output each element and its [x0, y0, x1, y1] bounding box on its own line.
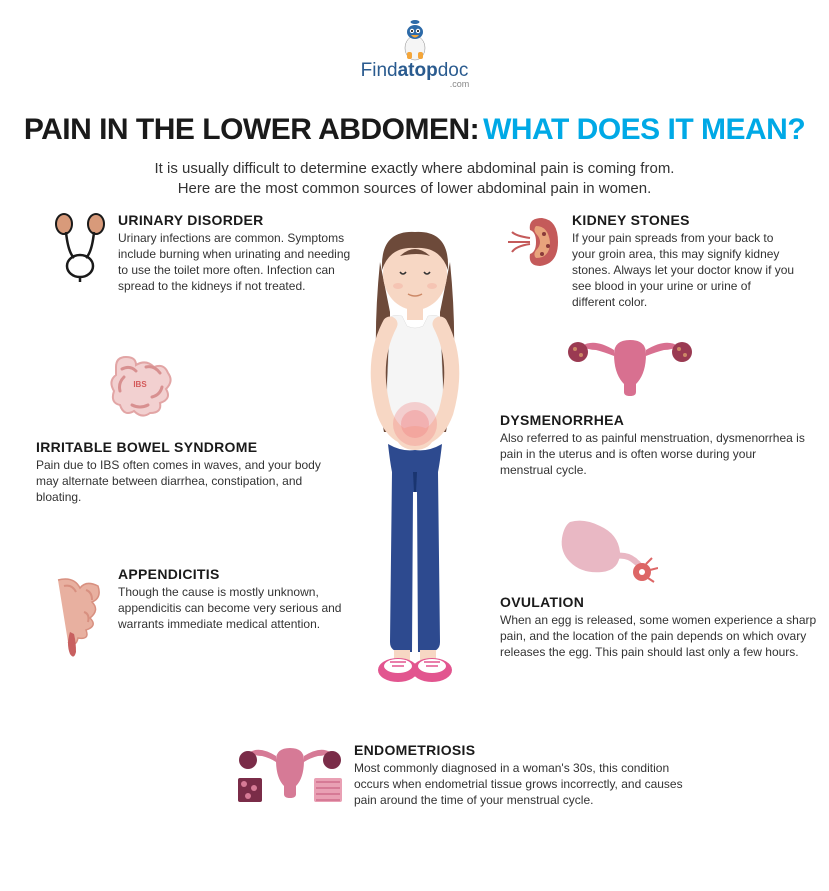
- ovary-icon: [548, 512, 658, 586]
- brand-logo: Findatopdoc .com: [0, 0, 829, 89]
- dysmenorrhea-body: Also referred to as painful menstruation…: [500, 430, 810, 479]
- page-title: PAIN IN THE LOWER ABDOMEN: WHAT DOES IT …: [0, 113, 829, 147]
- section-dysmenorrhea: DYSMENORRHEA Also referred to as painful…: [500, 330, 810, 479]
- content-area: URINARY DISORDER Urinary infections are …: [0, 212, 829, 872]
- kidney-heading: KIDNEY STONES: [572, 212, 796, 228]
- urinary-body: Urinary infections are common. Symptoms …: [118, 230, 352, 295]
- ibs-label-text: IBS: [133, 380, 147, 389]
- appendix-icon: [46, 576, 108, 656]
- appendicitis-heading: APPENDICITIS: [118, 566, 356, 582]
- section-ovulation: OVULATION When an egg is released, some …: [500, 512, 818, 661]
- ibs-icon: IBS: [102, 347, 182, 427]
- title-blue: WHAT DOES IT MEAN?: [483, 113, 805, 146]
- mascot-icon: [393, 18, 437, 62]
- appendicitis-body: Though the cause is mostly unknown, appe…: [118, 584, 356, 633]
- section-kidney: KIDNEY STONES If your pain spreads from …: [506, 212, 796, 311]
- subtitle-line1: It is usually difficult to determine exa…: [0, 159, 829, 179]
- endometriosis-icon: [236, 742, 344, 806]
- urinary-heading: URINARY DISORDER: [118, 212, 352, 228]
- endometriosis-heading: ENDOMETRIOSIS: [354, 742, 696, 758]
- endometriosis-body: Most commonly diagnosed in a woman's 30s…: [354, 760, 696, 809]
- brand-name-post: doc: [438, 60, 469, 81]
- ibs-heading: IRRITABLE BOWEL SYNDROME: [36, 439, 346, 455]
- section-urinary: URINARY DISORDER Urinary infections are …: [52, 212, 352, 295]
- kidney-body: If your pain spreads from your back to y…: [572, 230, 796, 311]
- subtitle-line2: Here are the most common sources of lowe…: [0, 179, 829, 199]
- section-endometriosis: ENDOMETRIOSIS Most commonly diagnosed in…: [236, 742, 696, 809]
- woman-illustration: [340, 212, 490, 712]
- brand-name-pre: Find: [361, 60, 398, 81]
- kidney-icon: [506, 212, 562, 272]
- section-ibs: IBS IRRITABLE BOWEL SYNDROME Pain due to…: [36, 347, 346, 506]
- dysmenorrhea-heading: DYSMENORRHEA: [500, 412, 810, 428]
- brand-sub: .com: [450, 79, 470, 89]
- ovulation-body: When an egg is released, some women expe…: [500, 612, 818, 661]
- subtitle: It is usually difficult to determine exa…: [0, 159, 829, 200]
- brand-name-mid: atop: [398, 60, 438, 81]
- ovulation-heading: OVULATION: [500, 594, 818, 610]
- uterus-icon: [560, 330, 700, 404]
- section-appendicitis: APPENDICITIS Though the cause is mostly …: [46, 566, 356, 656]
- title-black: PAIN IN THE LOWER ABDOMEN:: [24, 113, 479, 146]
- urinary-icon: [52, 212, 108, 282]
- ibs-body: Pain due to IBS often comes in waves, an…: [36, 457, 346, 506]
